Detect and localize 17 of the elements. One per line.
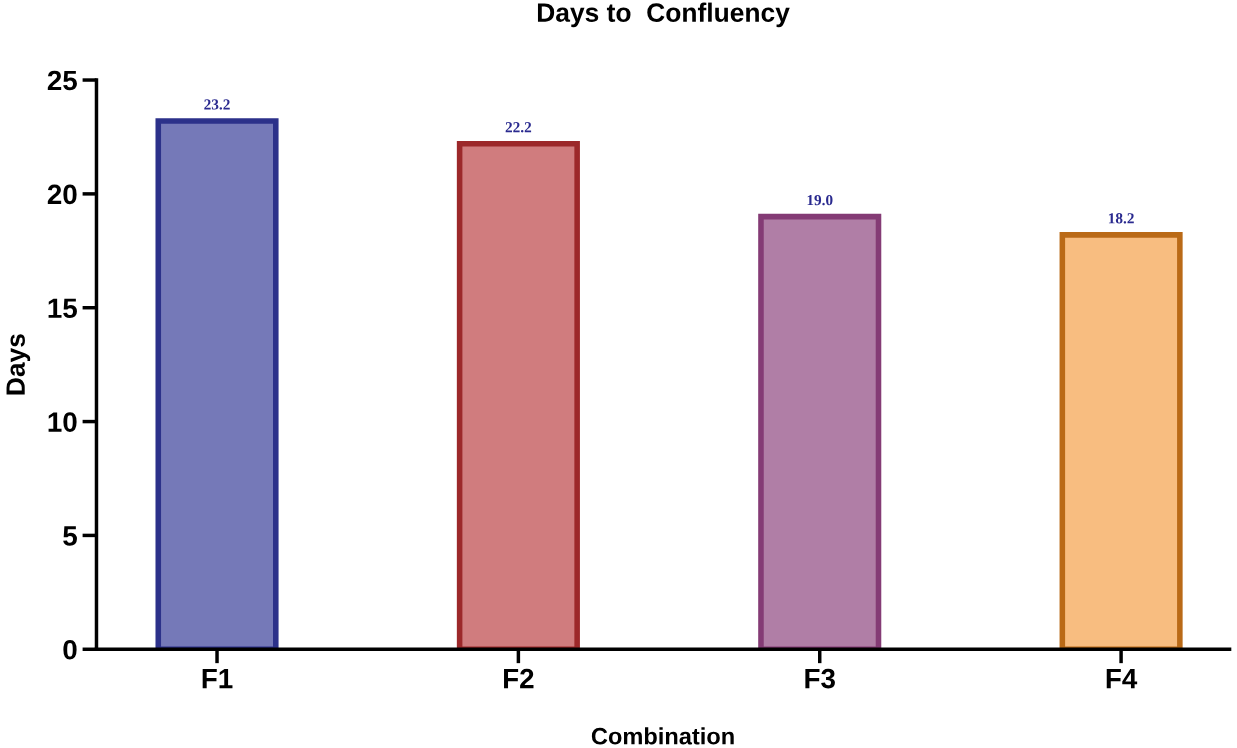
y-tick-label: 10 xyxy=(48,412,77,432)
y-tick-label: 15 xyxy=(48,298,77,319)
x-tick-label: F1 xyxy=(202,669,233,689)
x-tick-label: F4 xyxy=(1106,669,1138,689)
y-axis-title: Days xyxy=(6,334,31,395)
x-axis-title: Combination xyxy=(591,727,734,745)
data-label: 19.0 xyxy=(807,194,833,206)
y-tick-label: 0 xyxy=(63,639,77,660)
x-tick-label: F2 xyxy=(504,668,534,689)
chart-title: Days to Confluency xyxy=(537,2,790,28)
x-tick-label: F3 xyxy=(805,668,835,689)
y-tick-label: 20 xyxy=(47,184,77,205)
data-label: 18.2 xyxy=(1108,213,1134,224)
y-tick-label: 5 xyxy=(63,526,77,546)
y-tick-label: 25 xyxy=(47,70,77,91)
data-label: 22.2 xyxy=(505,122,532,133)
data-label: 23.2 xyxy=(204,99,230,110)
